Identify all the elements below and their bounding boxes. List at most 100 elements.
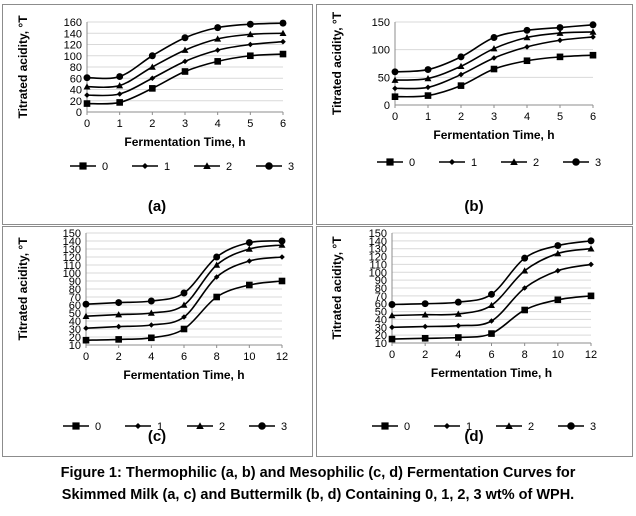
data-point-square [457,82,465,89]
y-tick-label: 50 [69,308,81,320]
data-point-triangle [180,301,188,308]
data-point-square [488,330,495,337]
y-tick-label: 10 [69,340,81,352]
data-point-square [246,281,253,289]
data-point-diamond [214,47,221,53]
y-tick-label: 60 [70,73,82,85]
legend-marker-circle [258,422,266,430]
x-tick-label: 2 [149,118,155,130]
data-point-triangle [214,35,222,42]
data-point-diamond [455,322,462,329]
data-point-triangle [424,74,432,82]
series-line [394,36,594,90]
data-point-square [554,296,562,304]
x-tick-label: 1 [117,118,123,130]
x-tick-label: 10 [552,349,564,361]
x-tick-label: 2 [458,111,464,123]
data-point-triangle [457,62,465,70]
data-point-square [421,334,429,342]
data-point-square [490,65,498,73]
y-tick-label: 100 [64,51,82,63]
y-tick-label: 10 [375,338,387,350]
data-point-diamond [458,71,464,78]
legend-marker-square [72,422,80,430]
y-tick-label: 80 [69,284,81,296]
data-point-triangle [279,29,287,37]
data-point-triangle [246,30,254,38]
legend: 0 1 2 3 [63,421,287,433]
x-tick-label: 4 [215,118,221,130]
y-tick-label: 120 [63,252,81,264]
data-point-circle [488,290,495,298]
data-point-triangle [490,45,498,52]
data-point-square [181,68,189,75]
y-tick-label: 30 [375,322,387,334]
y-tick-label: 50 [375,307,387,319]
y-tick-label: 140 [64,28,82,40]
data-point-diamond [555,267,561,274]
series-2 [388,245,595,319]
x-tick-label: 0 [392,111,398,123]
data-point-square [391,93,399,100]
series-1 [84,38,286,98]
x-tick-label: 2 [422,349,428,361]
x-axis-title: Fermentation Time, h [123,368,244,382]
data-point-triangle [278,241,286,248]
data-point-circle [214,24,222,32]
panel-label: (d) [464,428,483,445]
legend-label: 0 [404,421,410,433]
y-tick-label: 130 [369,244,387,256]
data-point-circle [279,19,287,27]
figure-caption: Figure 1: Thermophilic (a, b) and Mesoph… [0,462,636,506]
legend-label: 0 [409,157,415,169]
data-point-square [83,100,91,107]
series-0 [388,292,595,343]
series-line [394,54,594,98]
x-tick-label: 6 [590,111,596,123]
data-point-diamond [213,274,220,280]
panel-border [2,4,313,225]
x-tick-label: 6 [488,349,494,361]
series-3 [391,21,597,76]
panel-label: (b) [464,198,483,215]
x-tick-label: 4 [524,111,530,123]
legend-label: 2 [219,421,225,433]
series-1 [389,261,594,331]
data-point-triangle [116,82,124,89]
data-point-diamond [279,254,285,260]
data-point-circle [391,68,399,76]
series-0 [83,50,287,107]
y-tick-label: 80 [70,62,82,74]
y-tick-label: 110 [63,260,81,272]
y-tick-label: 40 [70,85,82,97]
data-point-square [455,334,462,341]
data-point-diamond [425,84,431,91]
data-point-circle [556,24,564,31]
x-tick-label: 8 [214,351,220,363]
y-tick-label: 100 [369,267,387,279]
legend-label: 3 [595,157,601,169]
legend-label: 1 [164,161,170,173]
data-point-diamond [590,34,596,40]
x-tick-label: 3 [491,111,497,123]
data-point-triangle [213,261,221,268]
x-tick-label: 12 [276,351,288,363]
data-point-square [521,306,528,314]
data-point-triangle [554,249,562,257]
legend-marker-circle [265,162,273,170]
legend-marker-diamond [443,422,451,430]
data-point-diamond [116,91,123,97]
legend-marker-diamond [448,158,456,166]
data-point-triangle [589,28,597,35]
y-tick-label: 150 [369,228,387,240]
legend-marker-circle [572,158,580,166]
data-point-triangle [556,29,564,36]
data-point-square [589,51,597,59]
data-point-triangle [181,46,189,53]
data-point-diamond [115,323,122,330]
data-point-triangle [454,310,462,317]
y-tick-label: 90 [69,276,81,288]
y-tick-label: 150 [372,17,390,29]
